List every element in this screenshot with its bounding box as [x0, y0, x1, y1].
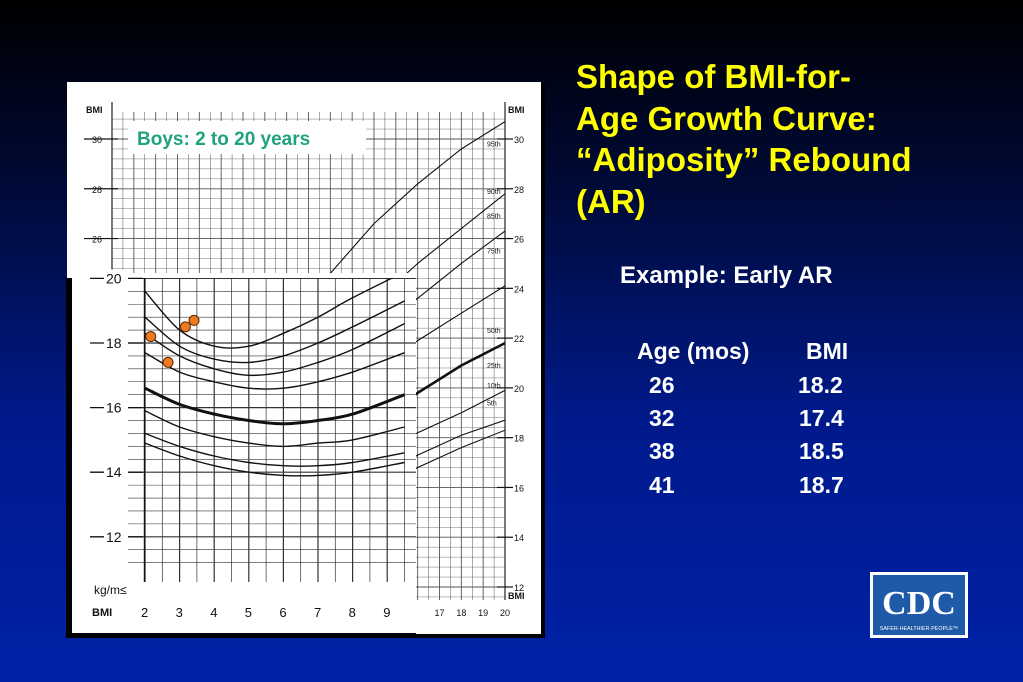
inset-unit-label: kg/m≤: [94, 583, 127, 597]
left-y-tick-label: 26: [92, 235, 102, 245]
right-y-tick-label: 12: [514, 583, 524, 593]
table-cell-bmi: 17.4: [799, 405, 844, 431]
right-y-tick-label: 16: [514, 483, 524, 493]
cdc-logo: CDC SAFER·HEALTHIER·PEOPLE™: [870, 572, 968, 638]
cdc-logo-text: CDC: [882, 585, 956, 622]
chart-title-box: [128, 121, 366, 154]
percentile-label: 5th: [487, 400, 497, 407]
inset-percentile-curve-85th: [144, 322, 405, 377]
chart-title: Boys: 2 to 20 years: [137, 129, 310, 150]
right-y-tick-label: 20: [514, 384, 524, 394]
right-y-tick-label: 18: [514, 434, 524, 444]
inset-tick-label-bg: [104, 463, 128, 481]
inset-x-tick-label: 5: [245, 605, 252, 620]
inset-y-tick-label: 14: [106, 464, 122, 480]
percentile-label: 10th: [487, 383, 501, 390]
percentile-label: 95th: [487, 141, 501, 148]
inset-percentile-curve-95th: [144, 278, 394, 349]
inset-tick-label-bg: [104, 398, 128, 416]
cdc-logo-tagline: SAFER·HEALTHIER·PEOPLE™: [880, 626, 958, 632]
title-line-1: Shape of BMI-for-: [576, 58, 851, 95]
inset-y-tick-label: 18: [106, 335, 122, 351]
inset-x-tick-label: 3: [176, 605, 183, 620]
inset-y-tick-label: 16: [106, 400, 122, 416]
data-point: [162, 356, 174, 368]
right-y-tick-label: 30: [514, 135, 524, 145]
inset-tick-label-bg: [104, 269, 128, 287]
table-header-bmi: BMI: [806, 338, 849, 364]
cdc-logo-background: [873, 575, 965, 635]
data-point: [188, 314, 200, 326]
data-point: [179, 321, 191, 333]
full-chart-bmi-label-left: BMI: [86, 105, 103, 115]
table-cell-age: 32: [649, 405, 675, 431]
slide-title: Shape of BMI-for- Age Growth Curve: “Adi…: [576, 56, 1016, 222]
left-y-tick-label: 28: [92, 185, 102, 195]
inset-tick-label-bg: [104, 334, 128, 351]
inset-percentile-curve-50th: [144, 386, 406, 426]
inset-bmi-label: BMI: [92, 607, 112, 619]
full-chart-x-tick-label: 20: [500, 608, 510, 618]
inset-y-tick-label: 12: [106, 529, 122, 545]
title-line-3: “Adiposity” Rebound: [576, 141, 912, 178]
example-heading: Example: Early AR: [620, 262, 833, 289]
inset-paper: [72, 273, 416, 633]
inset-x-tick-label: 6: [279, 605, 286, 620]
full-chart-bmi-label-bottom-right: BMI: [508, 591, 525, 601]
right-y-tick-label: 28: [514, 185, 524, 195]
inset-curves: [144, 278, 406, 477]
table-cell-age: 38: [649, 438, 675, 464]
right-y-tick-label: 26: [514, 235, 524, 245]
right-y-tick-label: 14: [514, 533, 524, 543]
table-header-age: Age (mos): [637, 338, 750, 364]
percentile-label: 50th: [487, 328, 501, 335]
inset-percentile-curve-90th: [144, 300, 405, 364]
percentile-label: 25th: [487, 363, 501, 370]
title-line-2: Age Growth Curve:: [576, 99, 877, 137]
left-y-tick-label: 30: [92, 135, 102, 145]
inset-x-tick-label: 7: [314, 605, 321, 620]
full-chart-bmi-label-right: BMI: [508, 105, 525, 115]
inset-percentile-curve-5th: [144, 442, 405, 477]
percentile-label: 90th: [487, 189, 501, 196]
table-cell-age: 26: [649, 372, 675, 398]
table-cell-bmi: 18.5: [799, 438, 844, 464]
full-chart-x-tick-label: 17: [435, 608, 445, 618]
table-cell-bmi: 18.7: [799, 472, 844, 498]
inset-percentile-curve-10th: [144, 432, 405, 467]
percentile-label: 85th: [487, 214, 501, 221]
title-line-4: (AR): [576, 182, 646, 220]
inset-x-tick-label: 8: [349, 605, 356, 620]
inset-y-tick-label: 20: [106, 270, 122, 286]
right-y-tick-label: 24: [514, 284, 524, 294]
table-cell-bmi: 18.2: [798, 372, 843, 398]
full-chart-x-tick-label: 19: [478, 608, 488, 618]
zoomed-inset-chart: 12 14 16 18 20 2 3 4 5 6 7 8 9 kg/m≤ BMI: [66, 269, 416, 638]
inset-x-tick-label: 9: [383, 605, 390, 620]
inset-x-tick-label: 4: [210, 605, 217, 620]
inset-grid: [128, 278, 416, 582]
full-chart-x-tick-label: 18: [456, 608, 466, 618]
inset-tick-label-bg: [104, 527, 128, 545]
table-cell-age: 41: [649, 472, 675, 498]
inset-percentile-curve-75th: [144, 352, 405, 390]
percentile-label: 75th: [487, 248, 501, 255]
inset-x-tick-label: 2: [141, 605, 148, 620]
right-y-tick-label: 22: [514, 334, 524, 344]
data-point: [145, 331, 157, 343]
inset-percentile-curve-25th: [144, 410, 405, 448]
